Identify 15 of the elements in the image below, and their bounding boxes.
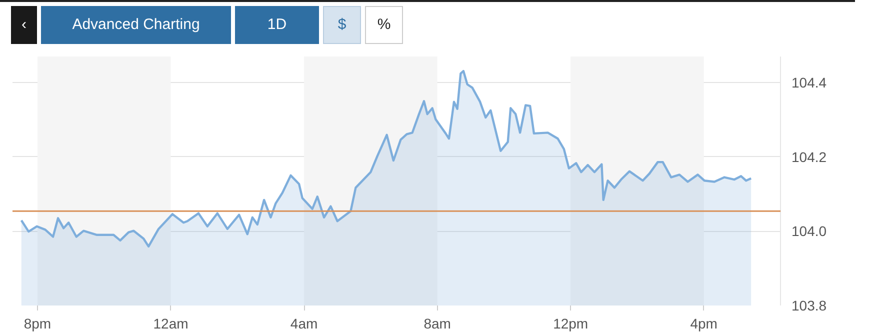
x-tick-label: 12pm [553,316,588,332]
y-tick-label: 103.8 [792,298,827,314]
y-tick-label: 104.2 [792,148,827,165]
text: % [365,6,403,44]
x-tick-label: 4am [290,316,318,332]
text: 1D [235,6,319,44]
text: Advanced Charting [41,6,231,44]
x-tick-label: 8pm [24,316,52,332]
x-tick-label: 12am [153,316,188,332]
text: $ [323,6,361,44]
text: ‹ [11,6,37,44]
x-tick-label: 8am [424,316,451,332]
x-tick-label: 4pm [690,316,718,332]
y-tick-label: 104.4 [792,74,827,91]
y-tick-label: 104.0 [792,223,827,240]
